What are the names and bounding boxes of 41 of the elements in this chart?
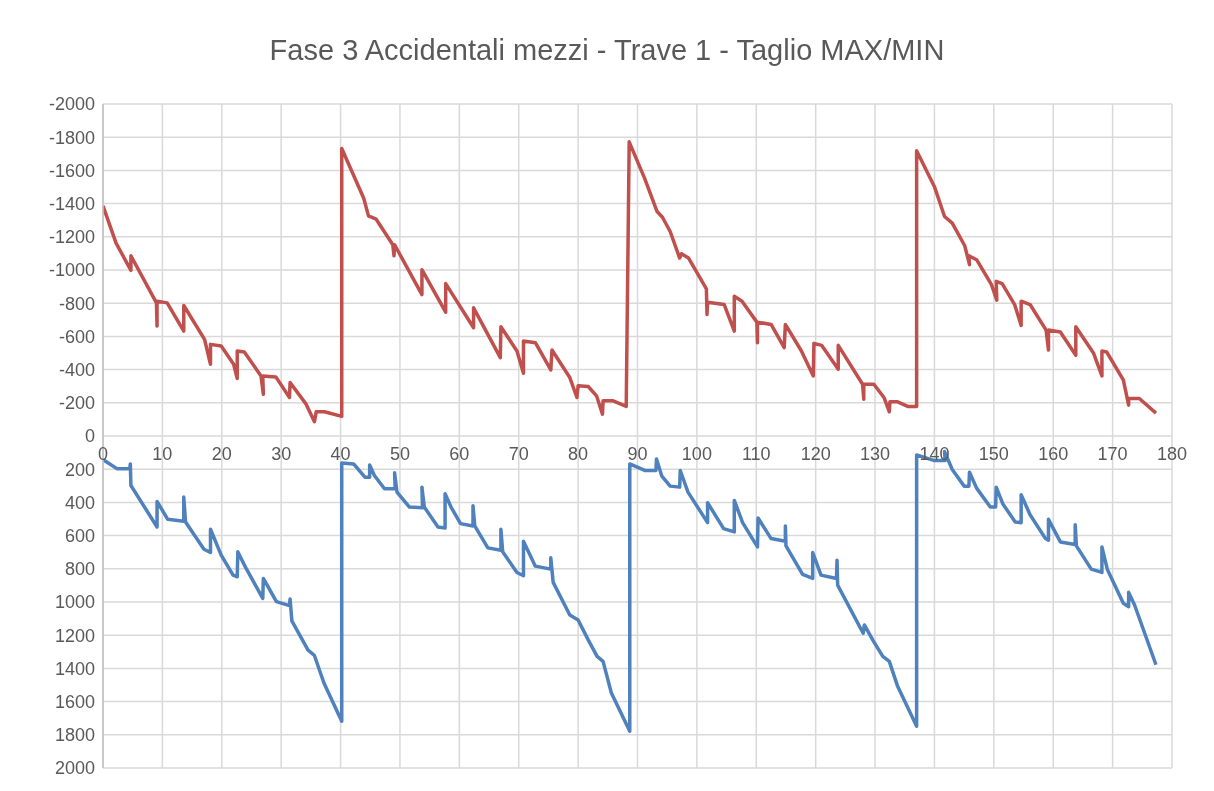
x-tick-label: 80 [568,444,589,464]
x-tick-label: 170 [1097,444,1128,464]
y-tick-label: -1200 [48,227,95,248]
y-tick-label: 1400 [54,658,95,679]
x-tick-label: 70 [508,444,529,464]
x-tick-label: 50 [389,444,410,464]
y-tick-label: -1400 [48,193,95,214]
y-tick-label: 1000 [54,592,95,613]
x-tick-label: 90 [627,444,648,464]
y-tick-label: 1600 [54,691,95,712]
y-tick-label: 1200 [54,625,95,646]
y-tick-label: 1800 [54,725,95,746]
x-tick-label: 10 [152,444,173,464]
y-tick-label: -1000 [48,260,95,281]
y-tick-label: 2000 [54,758,95,779]
x-tick-label: 100 [681,444,712,464]
line-series [103,140,1158,424]
x-tick-label: 110 [741,444,771,464]
y-tick-label: -400 [58,359,95,380]
y-tick-label: 800 [64,559,95,580]
y-tick-label: -1600 [48,160,95,181]
x-tick-label: 0 [97,444,109,464]
x-tick-label: 180 [1156,444,1188,464]
x-tick-label: 130 [860,444,891,464]
x-tick-label: 30 [271,444,292,464]
y-tick-label: -200 [58,393,95,414]
y-tick-label: 400 [64,492,95,513]
y-tick-label: 600 [64,525,95,546]
x-tick-label: 150 [978,444,1009,464]
y-tick-label: 200 [64,459,95,480]
x-tick-label: 160 [1038,444,1069,464]
y-tick-label: -600 [58,326,95,347]
chart-title: Fase 3 Accidentali mezzi - Trave 1 - Taglio MAX/MIN [268,34,946,67]
y-tick-label: -800 [58,293,95,314]
x-tick-label: 60 [449,444,470,464]
y-tick-label: -2000 [48,94,95,115]
y-tick-label: -1800 [48,127,95,148]
x-tick-label: 40 [330,444,351,464]
x-tick-label: 120 [800,444,831,464]
x-tick-label: 20 [211,444,232,464]
y-tick-label: 0 [84,426,95,447]
